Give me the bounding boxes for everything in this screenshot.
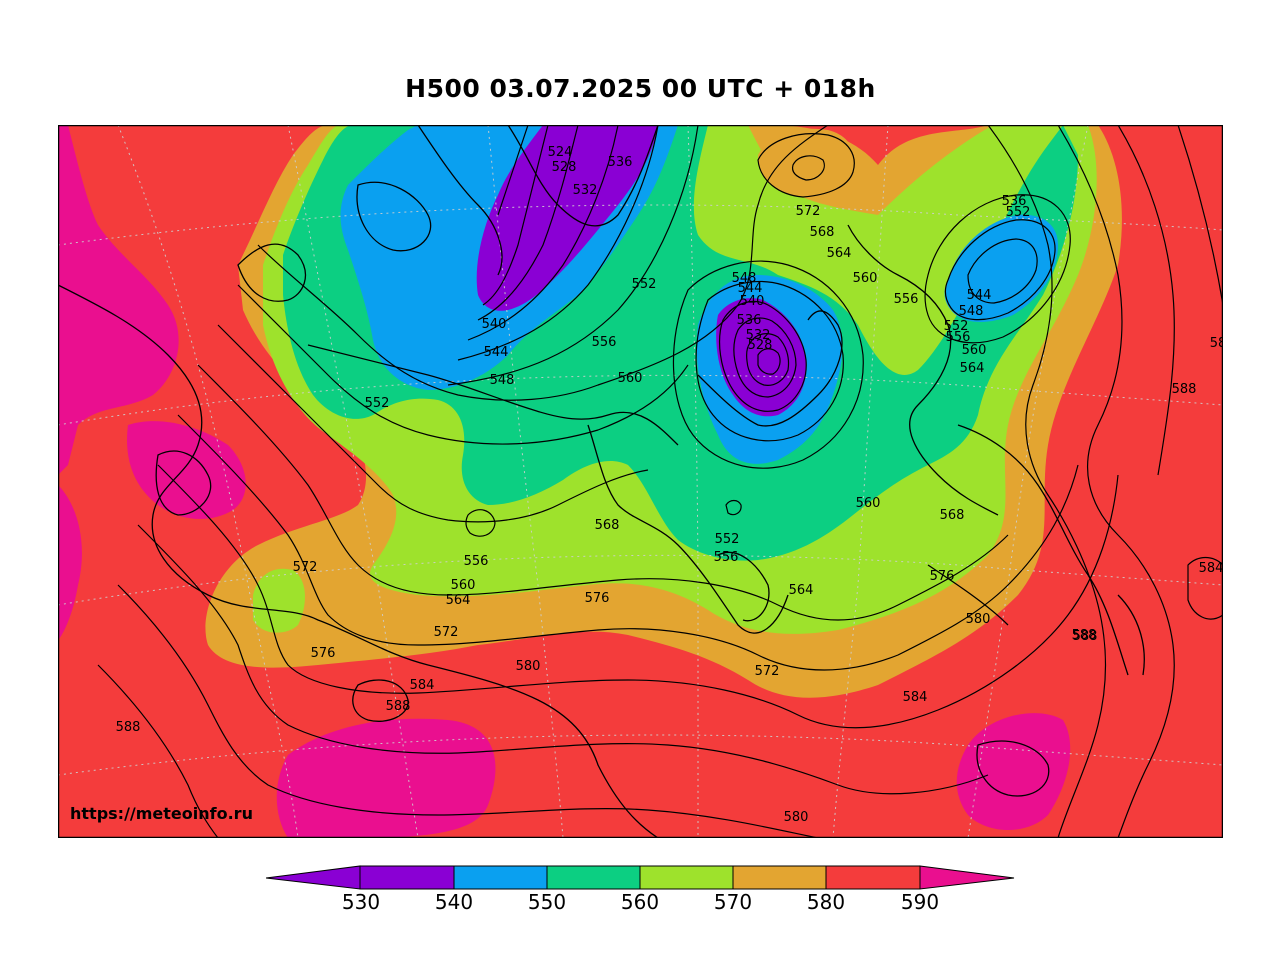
contour-label: 524 bbox=[548, 145, 573, 160]
contour-label: 572 bbox=[755, 664, 780, 679]
colorbar-bin bbox=[732, 865, 827, 890]
contour-label: 560 bbox=[618, 371, 643, 386]
contour-label: 540 bbox=[482, 317, 507, 332]
contour-label: 560 bbox=[962, 343, 987, 358]
contour-label: 548 bbox=[959, 304, 984, 319]
contour-label: 564 bbox=[960, 361, 985, 376]
contour-label: 556 bbox=[464, 554, 489, 569]
contour-label: 564 bbox=[827, 246, 852, 261]
contour-label: 588 bbox=[1072, 628, 1097, 643]
contour-label: 540 bbox=[740, 294, 765, 309]
contour-label: 552 bbox=[632, 277, 657, 292]
contour-label: 568 bbox=[595, 518, 620, 533]
contour-label: 580 bbox=[966, 612, 991, 627]
contour-label: 576 bbox=[930, 569, 955, 584]
contour-label: 556 bbox=[592, 335, 617, 350]
contour-label: 544 bbox=[738, 281, 763, 296]
contour-label: 556 bbox=[714, 550, 739, 565]
contour-label: 572 bbox=[293, 560, 318, 575]
contour-label: 552 bbox=[715, 532, 740, 547]
contour-label: 556 bbox=[894, 292, 919, 307]
geopotential-map: 524 528 532 536 540 544 548 552 552 556 … bbox=[58, 125, 1223, 838]
colorbar-tick-label: 540 bbox=[434, 890, 474, 914]
contour-label: 588 bbox=[1172, 382, 1197, 397]
contour-label: 564 bbox=[789, 583, 814, 598]
fill-below-540 bbox=[476, 125, 658, 311]
colorbar-bin bbox=[359, 865, 455, 890]
colorbar-bin bbox=[639, 865, 734, 890]
contour-label: 584 bbox=[410, 678, 435, 693]
coastlines bbox=[58, 125, 1145, 838]
colorbar-tick-label: 590 bbox=[900, 890, 940, 914]
colorbar-bin bbox=[546, 865, 641, 890]
colorbar-bin bbox=[825, 865, 921, 890]
colorbar-tick-label: 570 bbox=[713, 890, 753, 914]
isohypses bbox=[97, 125, 1223, 838]
contour-label: 552 bbox=[365, 396, 390, 411]
contour-label: 576 bbox=[311, 646, 336, 661]
contour-label: 548 bbox=[732, 271, 757, 286]
contour-label: 580 bbox=[516, 659, 541, 674]
contour-labels: 524 528 532 536 540 544 548 552 552 556 … bbox=[116, 145, 1223, 825]
contour-label: 588 bbox=[386, 699, 411, 714]
contour-label: 584 bbox=[903, 690, 928, 705]
contour-label: 576 bbox=[585, 591, 610, 606]
contour-label: 560 bbox=[853, 271, 878, 286]
contour-label: 58 bbox=[1210, 336, 1223, 351]
map-frame bbox=[58, 125, 1223, 838]
contour-label: 552 bbox=[1006, 205, 1031, 220]
contour-label: 536 bbox=[737, 313, 762, 328]
colorbar bbox=[266, 865, 1015, 890]
colorbar-min-arrow bbox=[266, 865, 361, 890]
contour-label: 568 bbox=[810, 225, 835, 240]
watermark: https://meteoinfo.ru bbox=[70, 804, 253, 823]
colorbar-tick-label: 580 bbox=[806, 890, 846, 914]
contour-label: 560 bbox=[856, 496, 881, 511]
fill-green-west bbox=[253, 568, 305, 633]
contour-label: 584 bbox=[1199, 561, 1223, 576]
colorbar-tick-label: 550 bbox=[527, 890, 567, 914]
contour-label: 528 bbox=[748, 338, 773, 353]
colorbar-tick-label: 560 bbox=[620, 890, 660, 914]
contour-label: 536 bbox=[608, 155, 633, 170]
contour-label: 552 bbox=[944, 319, 969, 334]
map-title: H500 03.07.2025 00 UTC + 018h bbox=[405, 74, 876, 103]
contour-label: 580 bbox=[784, 810, 809, 825]
contour-label: 588 bbox=[1073, 629, 1098, 644]
contour-label: 528 bbox=[552, 160, 577, 175]
fill-below-540-low bbox=[716, 298, 807, 417]
colorbar-bin bbox=[453, 865, 548, 890]
contour-label: 536 bbox=[1002, 194, 1027, 209]
fill-high-north bbox=[758, 128, 855, 197]
graticule bbox=[58, 125, 1223, 838]
contour-label: 548 bbox=[490, 373, 515, 388]
contour-label: 544 bbox=[484, 345, 509, 360]
contour-label: 532 bbox=[573, 183, 598, 198]
contour-label: 572 bbox=[796, 204, 821, 219]
contour-label: 564 bbox=[446, 593, 471, 608]
contour-label: 560 bbox=[451, 578, 476, 593]
fill-above-590 bbox=[58, 125, 1071, 838]
contour-label: 556 bbox=[946, 330, 971, 345]
contour-label: 572 bbox=[434, 625, 459, 640]
contour-label: 588 bbox=[116, 720, 141, 735]
contour-label: 544 bbox=[967, 288, 992, 303]
contour-label: 568 bbox=[940, 508, 965, 523]
colorbar-max-arrow bbox=[919, 865, 1015, 890]
contour-label: 532 bbox=[746, 328, 771, 343]
colorbar-tick-label: 530 bbox=[341, 890, 381, 914]
